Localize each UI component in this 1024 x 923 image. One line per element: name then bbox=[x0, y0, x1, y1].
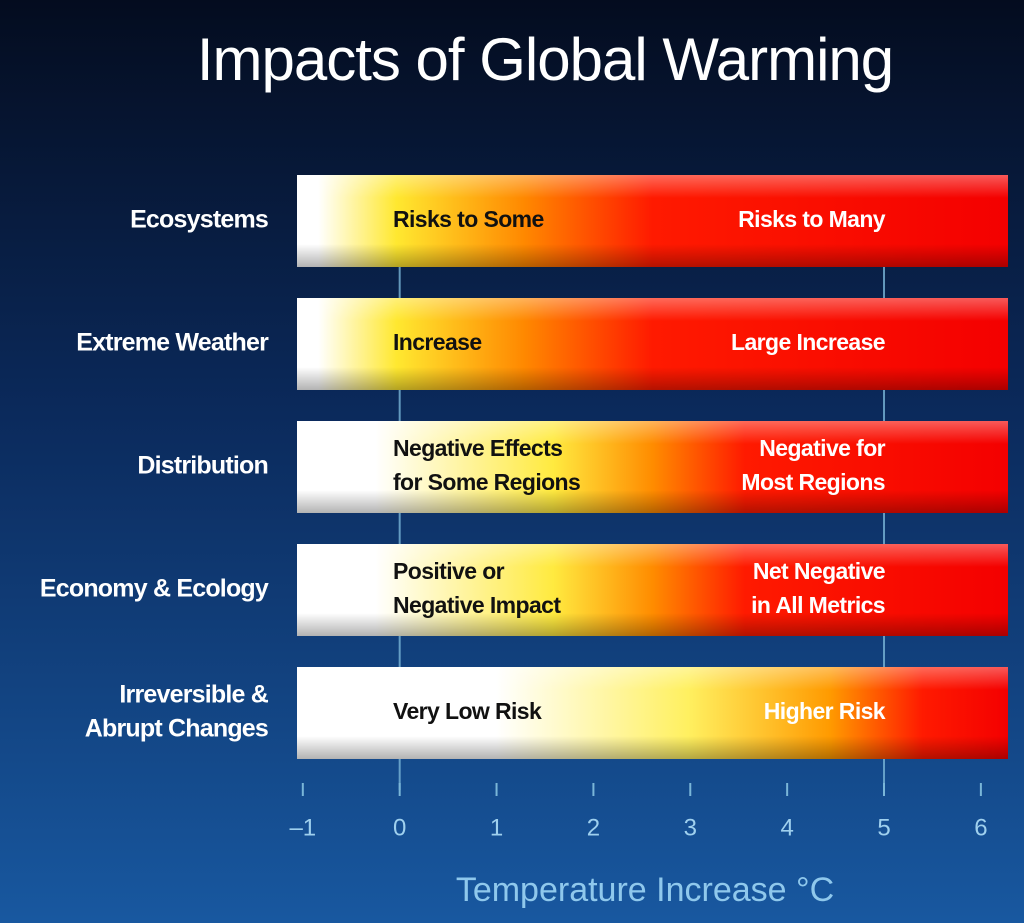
low-impact-label: Increase bbox=[393, 329, 482, 355]
high-impact-label: Risks to Many bbox=[738, 206, 886, 232]
x-tick-label: 2 bbox=[587, 814, 600, 841]
x-tick-label: –1 bbox=[289, 814, 316, 841]
bar-shading bbox=[297, 667, 1008, 759]
x-axis-label: Temperature Increase °C bbox=[456, 871, 834, 909]
low-impact-label: Very Low Risk bbox=[393, 698, 542, 724]
x-tick-label: 3 bbox=[684, 814, 697, 841]
x-tick-label: 0 bbox=[393, 814, 406, 841]
x-tick-label: 6 bbox=[974, 814, 987, 841]
low-impact-label: Negative Effects bbox=[393, 435, 562, 461]
x-tick-label: 5 bbox=[877, 814, 890, 841]
row-label: Distribution bbox=[137, 452, 268, 480]
high-impact-label: Net Negative bbox=[753, 558, 885, 584]
bar-shading bbox=[297, 175, 1008, 267]
low-impact-label: for Some Regions bbox=[393, 469, 580, 495]
bars: Ecosystems Risks to Some Risks to Many Extr… bbox=[40, 175, 1008, 759]
high-impact-label: in All Metrics bbox=[751, 592, 885, 618]
row-label: Ecosystems bbox=[130, 206, 268, 234]
low-impact-label: Negative Impact bbox=[393, 592, 561, 618]
x-tick-label: 1 bbox=[490, 814, 503, 841]
row-label: Extreme Weather bbox=[76, 329, 269, 357]
bar-shading bbox=[297, 544, 1008, 636]
low-impact-label: Risks to Some bbox=[393, 206, 544, 232]
chart-title: Impacts of Global Warming bbox=[197, 26, 893, 93]
bar-shading bbox=[297, 298, 1008, 390]
high-impact-label: Large Increase bbox=[731, 329, 885, 355]
high-impact-label: Most Regions bbox=[741, 469, 885, 495]
row-label: Irreversible & bbox=[119, 681, 268, 709]
x-tick-label: 4 bbox=[780, 814, 793, 841]
row-label: Abrupt Changes bbox=[85, 715, 268, 743]
row-label: Economy & Ecology bbox=[40, 575, 269, 603]
high-impact-label: Negative for bbox=[759, 435, 885, 461]
low-impact-label: Positive or bbox=[393, 558, 505, 584]
high-impact-label: Higher Risk bbox=[764, 698, 886, 724]
bar-shading bbox=[297, 421, 1008, 513]
x-axis: –1 0 1 2 3 4 5 6 bbox=[289, 783, 988, 841]
